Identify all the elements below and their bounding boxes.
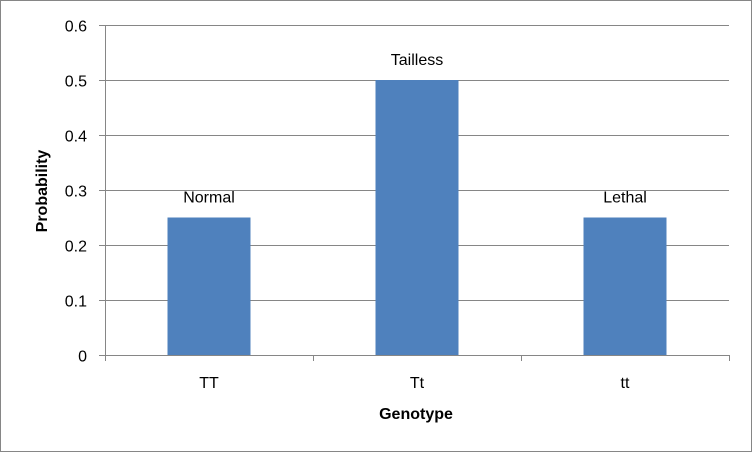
data-labels: Normal Tailless Lethal [183,52,647,207]
bar-tt-2 [583,217,667,355]
bar-data-label: Lethal [603,190,647,207]
bar-tt-0 [167,217,251,355]
y-tick-labels: 0 0.1 0.2 0.3 0.4 0.5 0.6 [65,19,87,366]
x-tick-label: TT [199,375,219,392]
x-tick-label: tt [621,375,630,392]
bar-data-label: Normal [183,190,235,207]
bar-data-label: Tailless [391,52,443,69]
x-tick-labels: TT Tt tt [199,375,630,392]
x-tick-label: Tt [410,375,425,392]
axes [105,25,730,361]
y-tick-label: 0.1 [65,294,87,311]
y-tick-label: 0.6 [65,19,87,36]
bar-tt-1 [375,80,459,355]
y-tick-label: 0 [78,349,87,366]
y-axis-title: Probability [34,150,51,233]
bars [167,80,667,355]
y-tick-label: 0.3 [65,184,87,201]
x-axis-title: Genotype [379,406,453,423]
y-tick-label: 0.4 [65,129,87,146]
y-tick-label: 0.2 [65,239,87,256]
y-tick-label: 0.5 [65,74,87,91]
